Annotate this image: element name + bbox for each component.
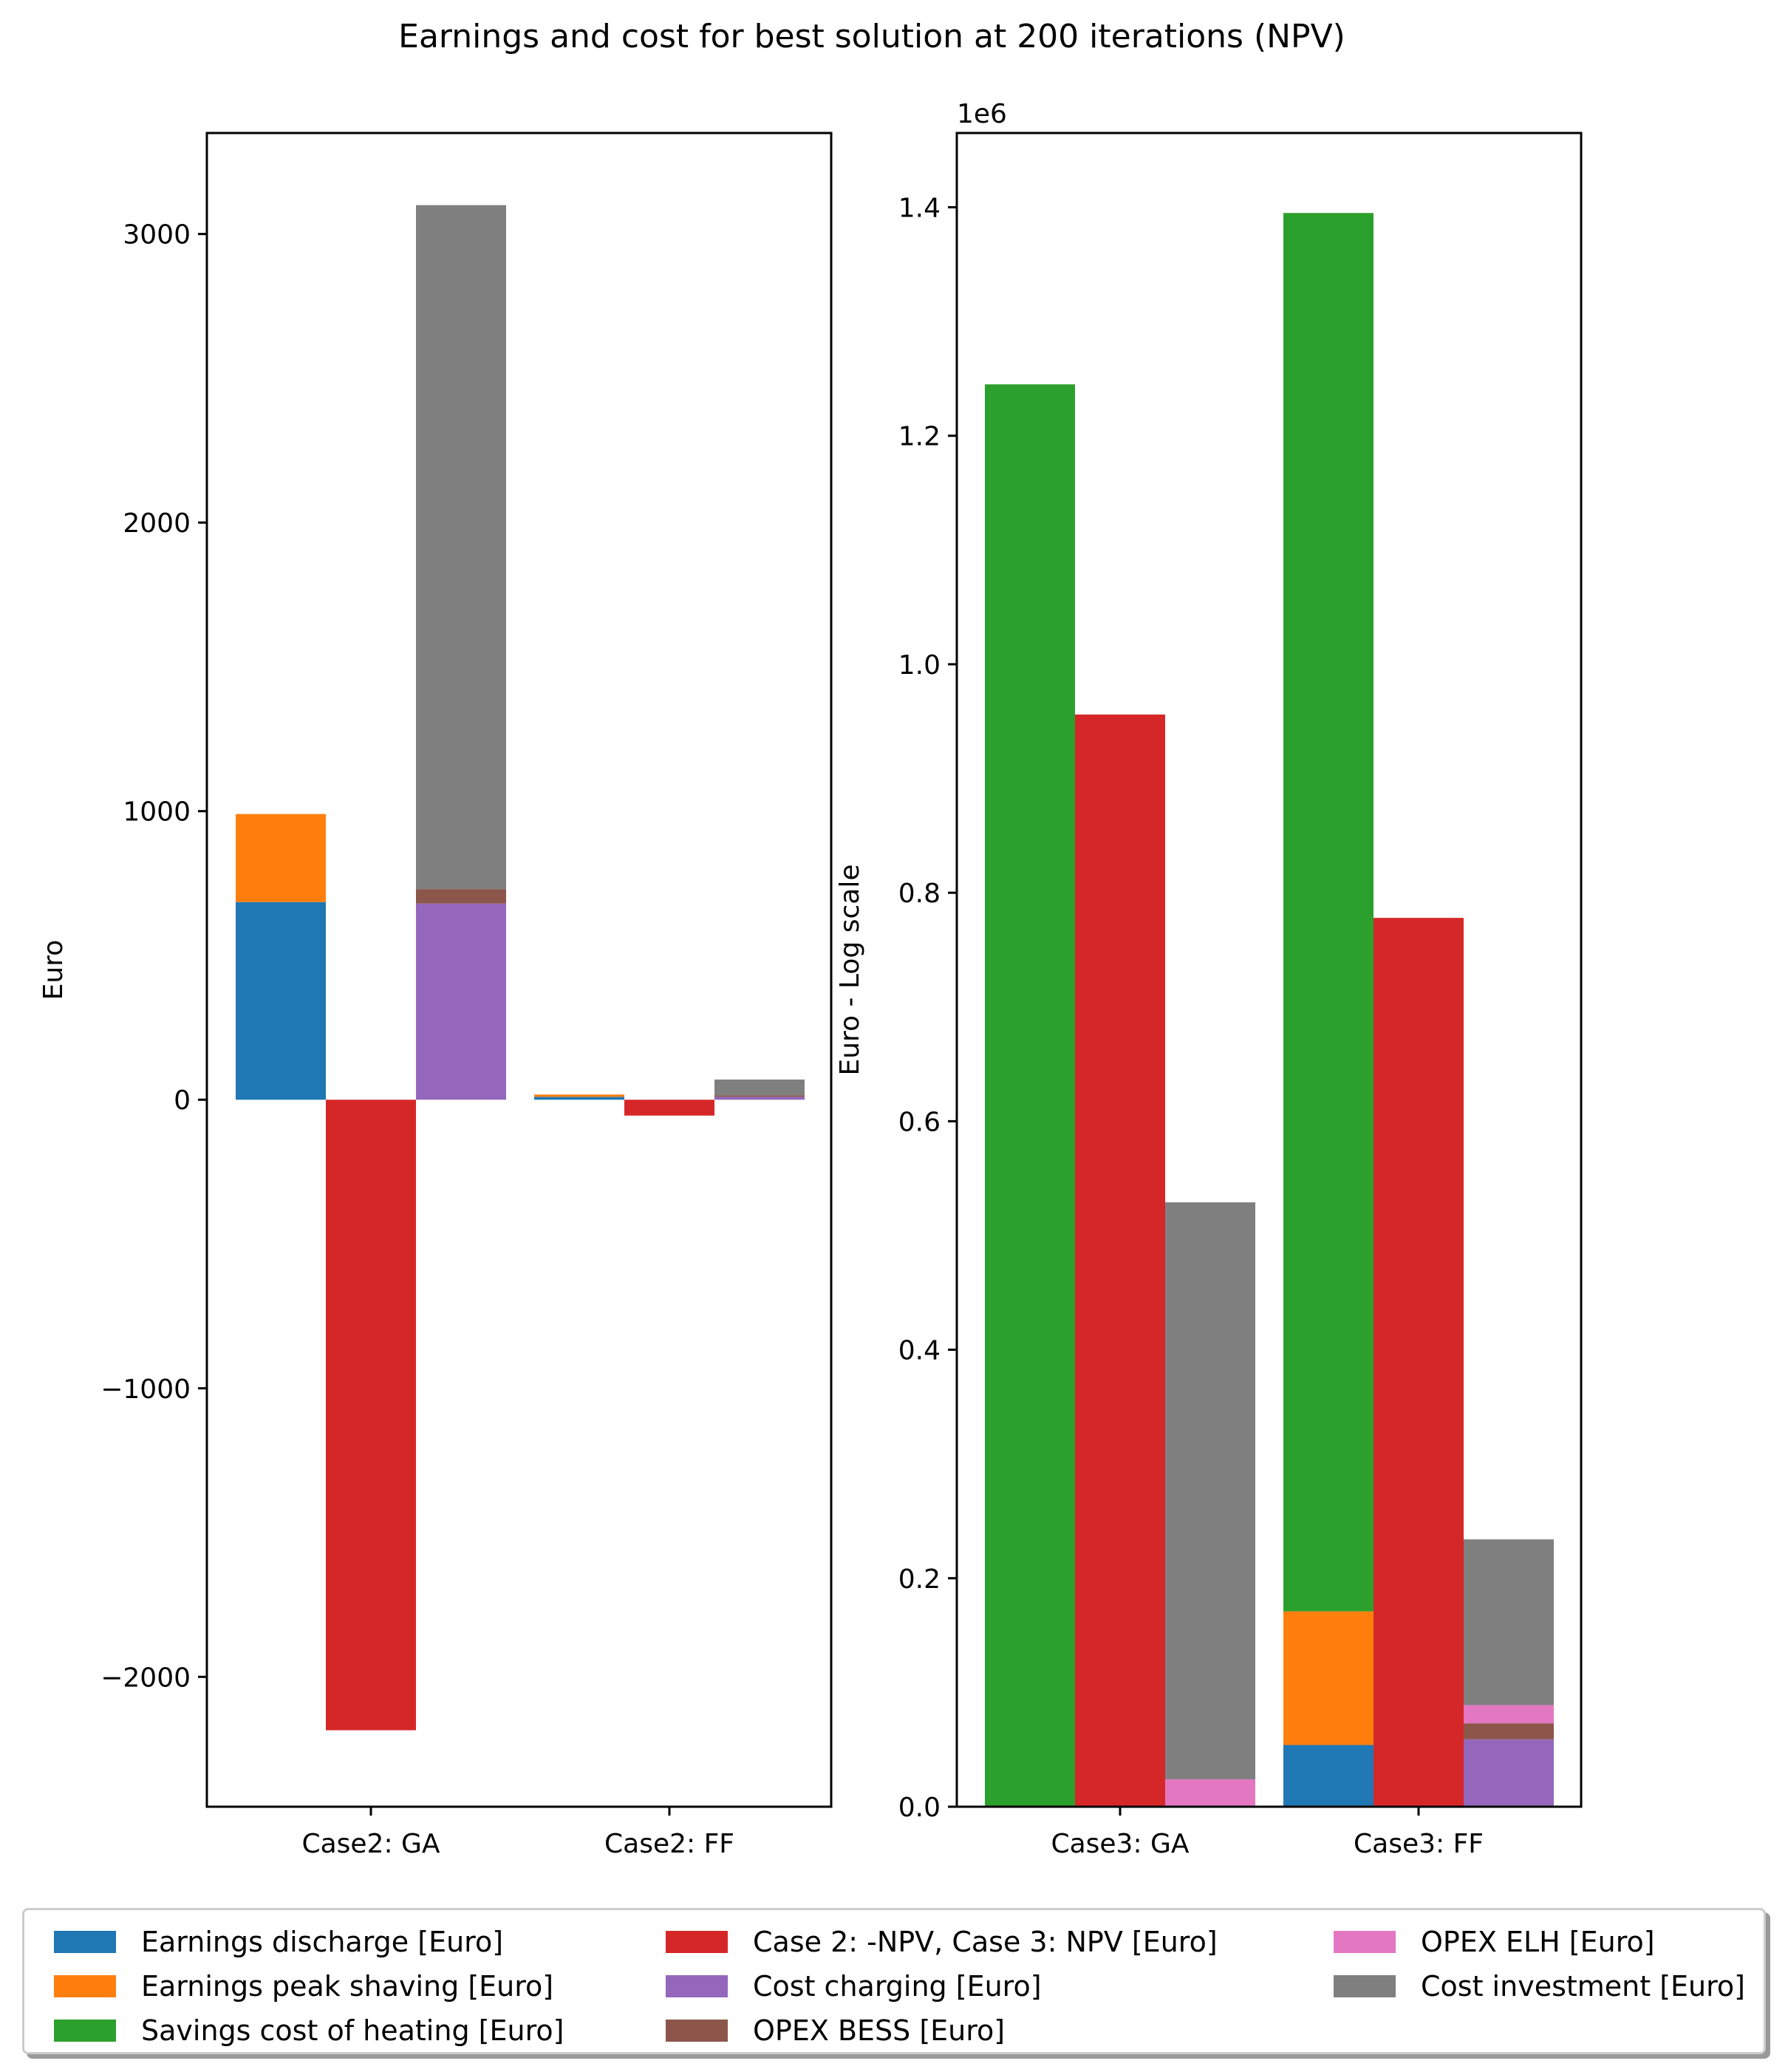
legend-swatch [666,1975,728,1997]
legend-label: Cost charging [Euro] [753,1970,1042,2003]
bar-npv [1075,714,1165,1807]
legend-swatch [54,1931,116,1953]
y-tick-label: 1.0 [898,650,941,681]
y-tick-label: −2000 [100,1663,191,1693]
x-tick-label: Case3: FF [1354,1829,1484,1859]
chart-legend: Earnings discharge [Euro] Earnings peak s… [22,1908,1766,2054]
bar-npv [326,1100,416,1731]
y-axis-label: Euro [38,940,69,1001]
right-chart-panel: 0.0 0.2 0.4 0.6 0.8 1.0 1.2 1.4 Case3: GA Case3: … [835,99,1583,1859]
bar-cost-investment [714,1079,805,1096]
y-tick-label: 0.4 [898,1336,941,1366]
legend-item: Cost investment [Euro] [1334,1966,1745,2007]
y-tick-label: 1.2 [898,422,941,452]
y-tick-label: 1000 [123,797,191,828]
y-tick-label: 0.0 [898,1793,941,1823]
legend-label: Earnings peak shaving [Euro] [141,1970,554,2003]
legend-item: OPEX BESS [Euro] [666,2010,1005,2051]
bar-earnings-peak-shaving [534,1094,624,1097]
legend-swatch [54,2020,116,2042]
legend-swatch [1334,1931,1396,1953]
y-tick-label: 0.2 [898,1564,941,1595]
bar-opex-elh [1464,1705,1554,1724]
left-chart-panel: 3000 2000 1000 0 −1000 −2000 Case2: GA Case2: F… [38,132,833,1859]
bar-npv [624,1100,714,1116]
legend-item: Savings cost of heating [Euro] [54,2010,564,2051]
legend-swatch [666,1931,728,1953]
legend-label: Case 2: -NPV, Case 3: NPV [Euro] [753,1926,1218,1958]
legend-item: OPEX ELH [Euro] [1334,1921,1655,1963]
x-tick-label: Case2: GA [301,1829,440,1859]
axes-frame [205,132,833,1808]
legend-label: Earnings discharge [Euro] [141,1926,504,1958]
bar-savings-heating [1283,213,1374,1612]
axes-frame [955,132,1583,1808]
chart-title: Earnings and cost for best solution at 2… [398,18,1345,55]
bar-cost-charging [714,1097,805,1100]
legend-item: Earnings discharge [Euro] [54,1921,503,1963]
bar-savings-heating [985,384,1075,1807]
bar-npv [1374,918,1464,1807]
legend-item: Cost charging [Euro] [666,1966,1042,2007]
legend-label: Savings cost of heating [Euro] [141,2014,564,2047]
x-tick-label: Case2: FF [604,1829,734,1859]
legend-item: Earnings peak shaving [Euro] [54,1966,553,2007]
bar-earnings-peak-shaving [1283,1611,1374,1745]
bar-cost-charging [416,903,506,1100]
legend-label: OPEX ELH [Euro] [1421,1926,1655,1958]
bar-cost-charging [1464,1739,1554,1807]
y-axis-label: Euro - Log scale [835,865,865,1076]
bar-opex-bess [714,1095,805,1097]
legend-label: Cost investment [Euro] [1421,1970,1746,2003]
y-tick-label: 3000 [123,220,191,251]
legend-label: OPEX BESS [Euro] [753,2014,1006,2047]
bar-earnings-discharge [534,1097,624,1100]
bar-opex-bess [1464,1723,1554,1739]
bar-earnings-discharge [236,902,326,1100]
y-tick-label: 1.4 [898,193,941,223]
axis-offset-label: 1e6 [957,99,1007,129]
y-tick-label: 0 [174,1086,191,1116]
legend-swatch [54,1975,116,1997]
bar-earnings-discharge [1283,1745,1374,1807]
bar-earnings-peak-shaving [236,814,326,902]
legend-swatch [666,2020,728,2042]
bar-opex-elh [1165,1779,1255,1807]
legend-swatch [1334,1975,1396,1997]
bar-opex-bess [416,889,506,904]
y-tick-label: 0.6 [898,1107,941,1137]
y-tick-label: 2000 [123,508,191,539]
bar-cost-investment [1464,1539,1554,1705]
y-tick-label: 0.8 [898,879,941,909]
y-tick-label: −1000 [100,1374,191,1405]
x-tick-label: Case3: GA [1051,1829,1189,1859]
legend-item: Case 2: -NPV, Case 3: NPV [Euro] [666,1921,1218,1963]
bar-cost-investment [416,205,506,890]
bar-cost-investment [1165,1202,1255,1779]
